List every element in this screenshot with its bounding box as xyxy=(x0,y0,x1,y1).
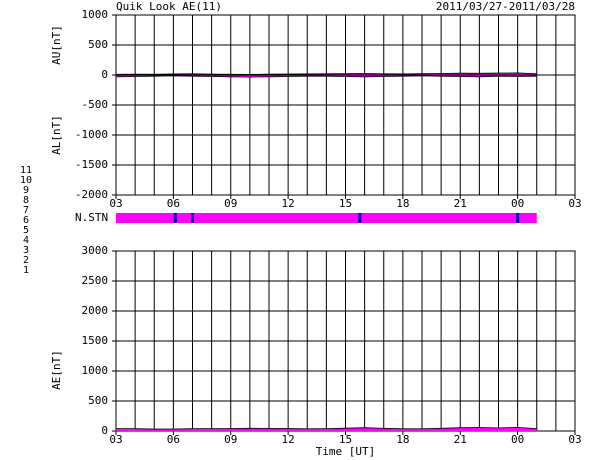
x-tick-label: 06 xyxy=(167,197,180,210)
y-tick-label: 0 xyxy=(101,424,108,437)
x-tick-label: 03 xyxy=(109,197,122,210)
x-tick-label: 06 xyxy=(167,433,180,446)
n-stn-bar xyxy=(116,213,537,223)
y-tick-label: -1000 xyxy=(75,128,108,141)
y-tick-label: 0 xyxy=(101,68,108,81)
legend-entry: 3 xyxy=(23,245,29,256)
x-tick-label: 12 xyxy=(282,197,295,210)
y-tick-label: 500 xyxy=(88,394,108,407)
y-tick-label: -500 xyxy=(82,98,109,111)
y-tick-label: 1500 xyxy=(82,334,109,347)
title: Quik Look AE(11) xyxy=(116,0,222,13)
x-tick-label: 21 xyxy=(454,197,467,210)
x-tick-label: 03 xyxy=(109,433,122,446)
x-tick-label: 09 xyxy=(224,197,237,210)
x-tick-label: 21 xyxy=(454,433,467,446)
area xyxy=(116,427,537,431)
x-axis-label: Time [UT] xyxy=(316,445,376,458)
n-stn-mark xyxy=(516,213,520,223)
y-axis-label: AE[nT] xyxy=(50,350,63,390)
n-stn-label: N.STN xyxy=(75,211,108,224)
x-tick-label: 03 xyxy=(568,433,581,446)
x-tick-label: 15 xyxy=(339,197,352,210)
x-tick-label: 15 xyxy=(339,433,352,446)
legend-entry: 11 xyxy=(20,165,32,176)
legend-entry: 1 xyxy=(23,265,29,276)
legend-entry: 7 xyxy=(23,205,29,216)
legend-entry: 2 xyxy=(23,255,29,266)
y-axis-label: AU[nT] xyxy=(50,25,63,65)
n-stn-mark xyxy=(358,213,362,223)
line xyxy=(115,75,537,78)
y-tick-label: -2000 xyxy=(75,188,108,201)
date-range: 2011/03/27-2011/03/28 xyxy=(436,0,575,13)
y-tick-label: 1000 xyxy=(82,8,109,21)
x-tick-label: 12 xyxy=(282,433,295,446)
line xyxy=(115,72,537,75)
x-tick-label: 00 xyxy=(511,197,524,210)
legend-entry: 6 xyxy=(23,215,29,226)
x-tick-label: 18 xyxy=(396,197,409,210)
legend-entry: 8 xyxy=(23,195,29,206)
legend-entry: 10 xyxy=(20,175,32,186)
n-stn-mark xyxy=(191,213,194,223)
y-tick-label: 2000 xyxy=(82,304,109,317)
line xyxy=(116,426,537,430)
legend-entry: 5 xyxy=(23,225,29,236)
x-tick-label: 18 xyxy=(396,433,409,446)
x-tick-label: 03 xyxy=(568,197,581,210)
y-axis-label: AL[nT] xyxy=(50,115,63,155)
y-tick-label: 2500 xyxy=(82,274,109,287)
x-tick-label: 09 xyxy=(224,433,237,446)
x-tick-label: 00 xyxy=(511,433,524,446)
y-tick-label: 3000 xyxy=(82,244,109,257)
n-stn-mark xyxy=(173,213,177,223)
y-tick-label: -1500 xyxy=(75,158,108,171)
legend-entry: 9 xyxy=(23,185,29,196)
y-tick-label: 1000 xyxy=(82,364,109,377)
legend-entry: 4 xyxy=(23,235,29,246)
y-tick-label: 500 xyxy=(88,38,108,51)
plot-frame xyxy=(115,14,576,196)
